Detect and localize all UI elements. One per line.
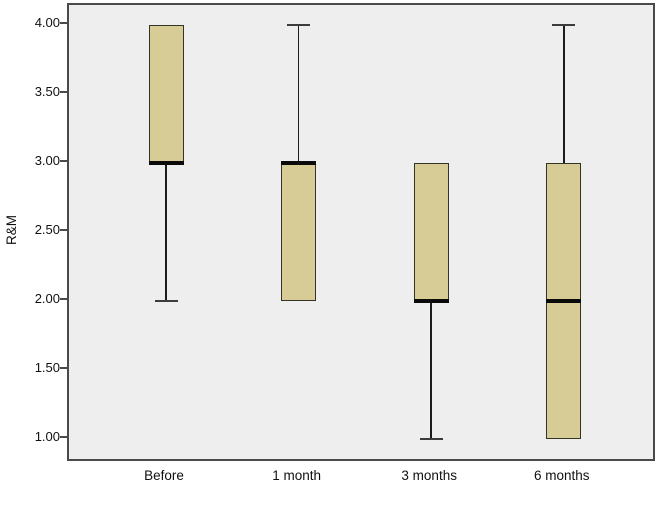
box [148,25,184,163]
y-tick-mark [60,91,67,93]
y-tick-label: 3.00 [34,153,60,168]
x-tick-label: Before [144,468,184,483]
median-line [148,161,184,165]
upper-whisker [297,25,300,163]
lower-whisker [165,163,167,301]
upper-whisker [563,25,565,163]
plot-area [67,3,655,461]
y-tick-mark [60,160,67,162]
box [413,163,449,301]
y-tick-mark [60,436,67,438]
median-line [413,299,449,303]
x-tick-label: 6 months [534,468,590,483]
y-tick-mark [60,298,67,300]
y-tick-mark [60,22,67,24]
y-tick-label: 2.00 [34,291,60,306]
y-tick-mark [60,367,67,369]
lower-whisker-cap [419,438,443,440]
box [281,163,317,301]
y-tick-label: 1.00 [34,429,60,444]
y-tick-label: 1.50 [34,360,60,375]
median-line [281,161,317,165]
y-tick-mark [60,229,67,231]
upper-whisker-cap [552,24,576,26]
lower-whisker-cap [154,300,178,302]
y-tick-label: 3.50 [34,84,60,99]
x-tick-label: 3 months [401,468,457,483]
y-tick-label: 2.50 [34,222,60,237]
y-tick-label: 4.00 [34,15,60,30]
median-line [546,299,582,303]
x-tick-label: 1 month [272,468,321,483]
lower-whisker [430,301,432,439]
upper-whisker-cap [287,24,311,26]
